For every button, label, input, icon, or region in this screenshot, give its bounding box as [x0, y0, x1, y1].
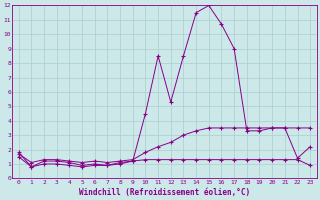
X-axis label: Windchill (Refroidissement éolien,°C): Windchill (Refroidissement éolien,°C) — [79, 188, 250, 197]
